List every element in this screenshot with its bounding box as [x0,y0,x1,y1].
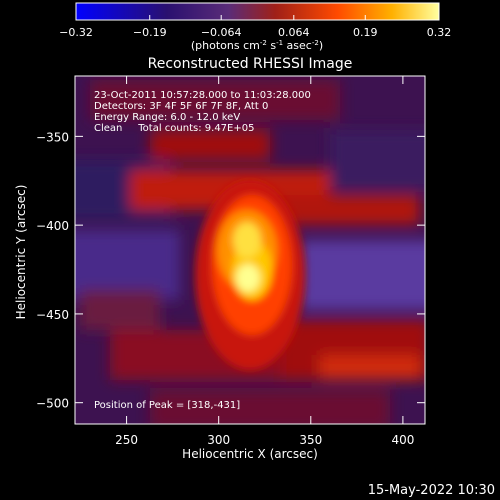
chart-title: Reconstructed RHESSI Image [148,56,353,72]
y-axis-ticks [75,135,425,404]
y-tick-label: −500 [36,397,69,411]
y-tick-label: −450 [36,308,69,322]
info-energy-range: Energy Range: 6.0 - 12.0 keV [94,112,240,123]
y-axis-tick-labels: −350 −400 −450 −500 [36,130,69,410]
colorbar-tick-label: −0.32 [59,26,93,39]
x-tick-label: 300 [207,433,230,447]
x-axis-tick-labels: 250 300 350 400 [115,433,414,447]
colorbar-tick-label: −0.19 [133,26,167,39]
colorbar-tick-label: 0.32 [427,26,452,39]
x-tick-label: 250 [115,433,138,447]
heatmap-image [75,76,425,424]
y-tick-label: −350 [36,130,69,144]
x-axis-label: Heliocentric X (arcsec) [182,447,318,461]
colorbar [75,2,440,21]
info-clean-counts: Clean Total counts: 9.47E+05 [94,123,254,134]
info-time-range: 23-Oct-2011 10:57:28.000 to 11:03:28.000 [94,90,311,101]
peak-position-label: Position of Peak = [318,-431] [94,400,240,411]
colorbar-ticks [75,15,440,20]
observation-info: 23-Oct-2011 10:57:28.000 to 11:03:28.000… [94,90,311,134]
colorbar-tick-label: 0.19 [353,26,378,39]
x-tick-label: 350 [299,433,322,447]
x-axis-ticks [126,76,404,424]
colorbar-tick-label: −0.064 [201,26,242,39]
timestamp: 15-May-2022 10:30 [368,483,495,498]
x-tick-label: 400 [391,433,414,447]
y-tick-label: −400 [36,219,69,233]
plot-frame [74,75,426,425]
colorbar-tick-labels: −0.32 −0.19 −0.064 0.064 0.19 0.32 [59,26,451,39]
info-detectors: Detectors: 3F 4F 5F 6F 7F 8F, Att 0 [94,101,268,112]
y-axis-label: Heliocentric Y (arcsec) [14,185,28,320]
colorbar-units: (photons cm-2 s-1 asec-2) [191,39,323,52]
colorbar-tick-label: 0.064 [278,26,310,39]
